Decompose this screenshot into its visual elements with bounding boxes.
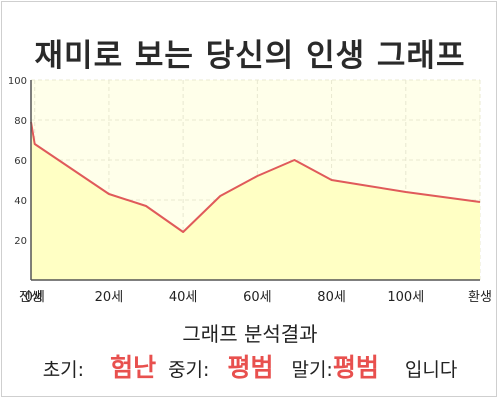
y-tick-label: 100 xyxy=(8,76,27,87)
late-label: 말기: xyxy=(291,359,333,381)
summary-line: 초기: 험난 중기: 평범 말기: 평범 입니다 xyxy=(0,348,500,384)
late-value: 평범 xyxy=(332,353,379,382)
x-tick-label: 20세 xyxy=(95,290,124,305)
middle-label: 중기: xyxy=(168,359,210,381)
x-tick-label: 환생 xyxy=(468,290,492,305)
early-label: 초기: xyxy=(42,359,85,381)
y-tick-label: 80 xyxy=(14,116,27,127)
summary-heading: 그래프 분석결과 xyxy=(182,322,318,346)
summary-suffix: 입니다 xyxy=(404,359,458,381)
chart-title: 재미로 보는 당신의 인생 그래프 xyxy=(34,38,466,74)
x-tick-label: 80세 xyxy=(317,290,346,305)
x-tick-label: 100세 xyxy=(387,290,424,305)
middle-value: 평범 xyxy=(227,353,274,382)
y-tick-label: 20 xyxy=(14,236,27,247)
series-line xyxy=(30,121,481,233)
y-tick-label: 40 xyxy=(14,196,27,207)
y-tick-label: 60 xyxy=(14,156,27,167)
early-value: 험난 xyxy=(110,353,157,382)
x-tick-label: 0세 xyxy=(25,290,45,305)
x-tick-label: 60세 xyxy=(243,290,272,305)
series-area xyxy=(31,122,480,280)
x-tick-label: 40세 xyxy=(169,290,198,305)
x-tick-label: 전생 xyxy=(19,290,43,305)
